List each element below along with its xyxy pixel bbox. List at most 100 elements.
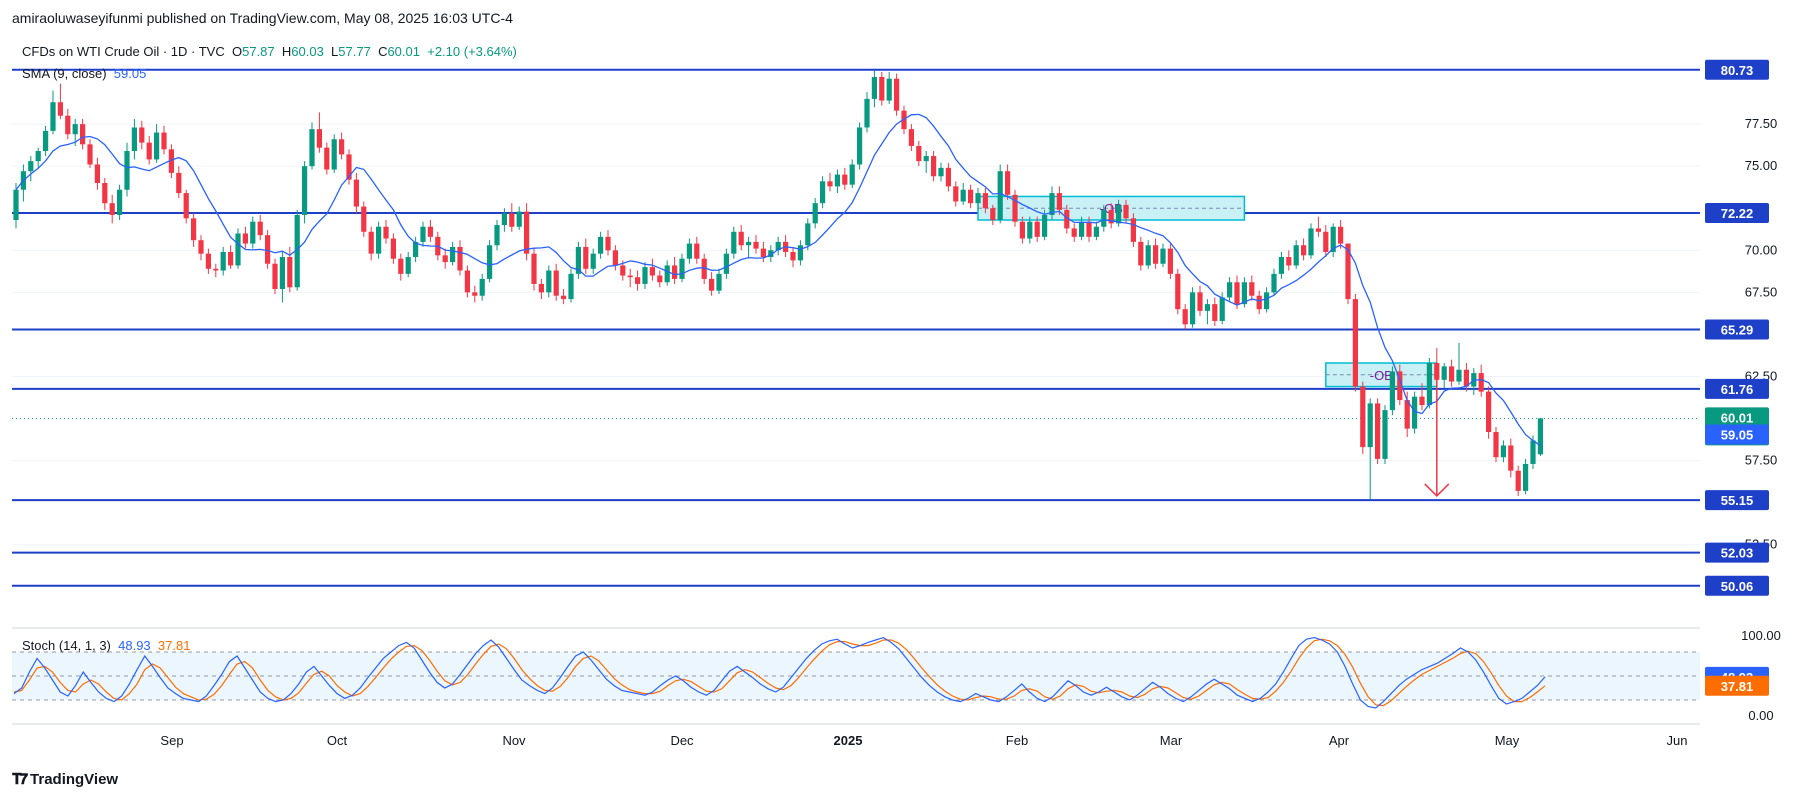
candle [316,112,322,153]
candle-body [1019,221,1025,239]
candle-body [864,98,870,128]
candle [1086,216,1092,242]
candle-body [1323,231,1329,252]
candle-body [1108,209,1114,224]
candle [1175,268,1181,315]
candle [139,120,145,150]
candle-body [80,124,86,145]
candle [945,162,951,192]
candle-body [583,246,589,269]
open-label: O [231,44,243,59]
candle [154,124,160,163]
candle [1537,418,1543,457]
candle-body [420,226,426,242]
candle-body [886,78,892,101]
candle-body [339,139,345,155]
candle [1271,268,1277,296]
tradingview-logo[interactable]: 𝐓𝟕 TradingView [12,771,118,788]
candle [57,83,63,120]
low-value: 57.77 [338,44,371,59]
candle [790,246,796,268]
candle-body [102,183,108,204]
candle-body [235,233,241,266]
level-price-badge [1705,378,1769,399]
candle [250,216,256,249]
stoch-legend-label: Stoch (14, 1, 3) [22,638,111,653]
open-value: 57.87 [242,44,275,59]
candle [361,201,367,237]
candle [1071,223,1077,242]
level-price-badge [1705,202,1769,223]
candle-body [894,78,900,111]
candle [1130,213,1136,247]
candle-body [968,189,974,204]
candle-body [346,154,352,180]
candle [1197,285,1203,316]
candle [220,246,226,276]
candle [953,181,959,207]
candle [1056,186,1062,215]
candle-body [427,226,433,237]
candle-body [760,248,766,258]
stoch-tick-label: 100.00 [1741,628,1781,643]
candle [368,226,374,261]
price-tick-label: 77.50 [1745,116,1778,131]
candle [709,272,715,296]
candle [309,122,315,170]
candle-body [1086,221,1092,237]
candle [1027,216,1033,244]
candle-body [657,275,663,283]
candle-body [1360,386,1366,448]
candle-body [509,213,515,227]
candle-body [1271,273,1277,293]
candle-body [250,221,256,244]
candle-body [716,273,722,291]
candle [442,248,448,269]
close-value: 60.01 [387,44,420,59]
candle [894,73,900,116]
stoch-d-badge [1705,675,1769,696]
candle-body [1412,396,1418,429]
candle-body [879,77,885,101]
candle-body [265,235,271,264]
candle [938,162,944,182]
candle-body [938,167,944,177]
candle [1360,381,1366,454]
candle-body [627,275,633,278]
candle-body [43,130,49,152]
candle-body [383,226,389,239]
candle [783,235,789,258]
candle-body [28,161,34,172]
candle [331,134,337,173]
symbol-legend: CFDs on WTI Crude Oil · 1D · TVC O57.87 … [22,44,517,59]
candle [242,226,248,249]
candle-body [649,267,655,276]
candle [1093,221,1099,241]
candle [1456,342,1462,385]
candle-body [768,250,774,258]
candle [464,265,470,298]
level-price-text: 72.22 [1721,206,1754,221]
candle [1138,236,1144,271]
time-tick-label: 2025 [834,733,863,748]
candle [553,263,559,301]
candle-body [368,231,374,254]
candle [1523,458,1529,495]
candle-body [1478,373,1484,392]
price-tick-label: 75.00 [1745,158,1778,173]
candle-body [694,243,700,259]
candle-body [242,233,248,244]
candle-body [1463,369,1469,387]
candle-body [598,236,604,254]
candle-body [205,253,211,269]
candle-body [1315,228,1321,232]
candle-body [1175,273,1181,310]
candle [191,213,197,247]
candle [931,151,937,182]
candle-body [1345,243,1351,300]
price-tick-label: 70.00 [1745,242,1778,257]
candle-body [501,213,507,226]
candle-body [990,208,996,221]
candle-body [524,211,530,254]
